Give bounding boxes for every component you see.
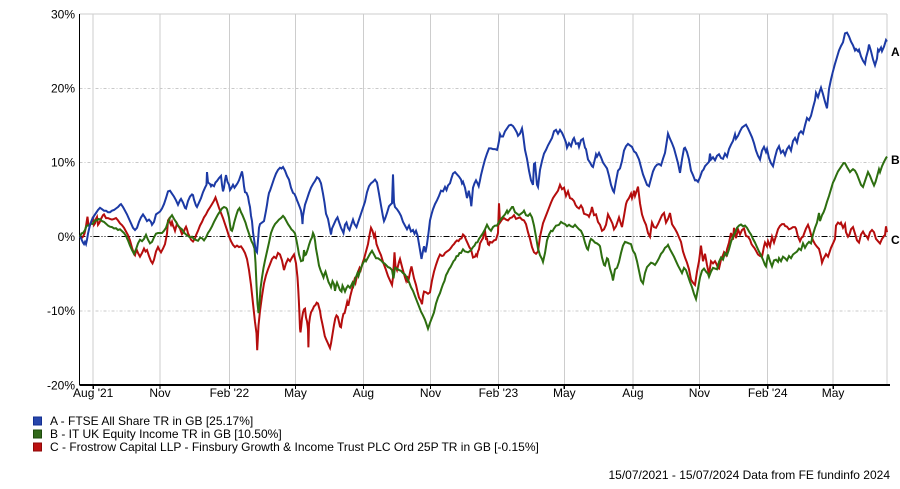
- svg-text:20%: 20%: [51, 82, 75, 96]
- svg-text:B - IT UK Equity Income TR in: B - IT UK Equity Income TR in GB [10.50%…: [50, 427, 282, 441]
- svg-text:May: May: [553, 386, 576, 400]
- svg-text:0%: 0%: [58, 230, 76, 244]
- svg-text:May: May: [284, 386, 307, 400]
- svg-text:Aug: Aug: [353, 386, 374, 400]
- svg-text:-10%: -10%: [47, 304, 75, 318]
- svg-text:Nov: Nov: [420, 386, 441, 400]
- svg-text:Feb '23: Feb '23: [479, 386, 519, 400]
- svg-text:C - Frostrow Capital LLP - Fin: C - Frostrow Capital LLP - Finsbury Grow…: [50, 440, 539, 454]
- svg-text:May: May: [822, 386, 845, 400]
- svg-text:Feb '22: Feb '22: [210, 386, 250, 400]
- svg-text:Aug '21: Aug '21: [73, 386, 114, 400]
- svg-text:-20%: -20%: [47, 378, 75, 392]
- svg-text:30%: 30%: [51, 7, 75, 21]
- svg-text:Aug: Aug: [622, 386, 643, 400]
- svg-text:10%: 10%: [51, 156, 75, 170]
- svg-text:B: B: [891, 153, 900, 167]
- svg-text:Nov: Nov: [149, 386, 170, 400]
- svg-text:Nov: Nov: [689, 386, 710, 400]
- svg-text:15/07/2021 - 15/07/2024 Data f: 15/07/2021 - 15/07/2024 Data from FE fun…: [608, 468, 890, 482]
- svg-text:C: C: [891, 233, 900, 247]
- svg-text:A - FTSE All Share TR in GB [2: A - FTSE All Share TR in GB [25.17%]: [50, 414, 253, 428]
- svg-text:A: A: [891, 45, 900, 59]
- svg-text:Feb '24: Feb '24: [748, 386, 788, 400]
